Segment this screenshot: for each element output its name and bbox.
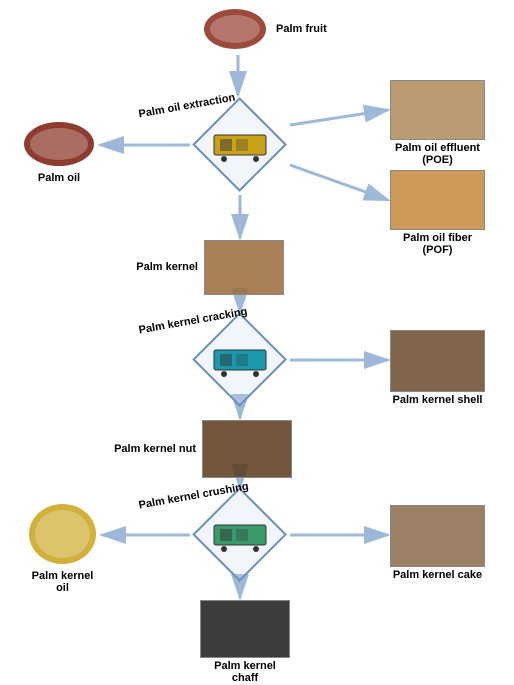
node-label-pk_nut: Palm kernel nut: [110, 443, 196, 455]
node-image-palm_kernel: [204, 240, 284, 295]
node-label-palm_fruit: Palm fruit: [276, 23, 327, 35]
machine-icon-cracking: [212, 342, 268, 378]
node-image-pk_oil: [25, 500, 100, 568]
machine-icon-extraction: [212, 127, 268, 163]
node-label-palm_kernel: Palm kernel: [112, 261, 198, 273]
node-image-palm_oil: [20, 118, 98, 170]
edge-extraction-pof: [290, 165, 388, 200]
node-image-pk_chaff: [200, 600, 290, 658]
node-pof: Palm oil fiber (POF): [390, 170, 485, 256]
node-image-pk_shell: [390, 330, 485, 392]
node-label-pk_oil: Palm kernel oil: [25, 570, 100, 594]
edge-extraction-poe: [290, 110, 388, 125]
node-poe: Palm oil effluent (POE): [390, 80, 485, 166]
node-image-pof: [390, 170, 485, 230]
node-pk_oil: Palm kernel oil: [25, 500, 100, 594]
node-pk_nut: Palm kernel nut: [110, 420, 292, 478]
node-palm_kernel: Palm kernel: [112, 240, 284, 295]
node-label-pof: Palm oil fiber (POF): [390, 232, 485, 256]
node-palm_oil: Palm oil: [20, 118, 98, 184]
node-pk_chaff: Palm kernel chaff: [200, 600, 290, 684]
node-label-palm_oil: Palm oil: [38, 172, 80, 184]
node-image-pk_cake: [390, 505, 485, 567]
node-image-pk_nut: [202, 420, 292, 478]
node-label-pk_shell: Palm kernel shell: [393, 394, 483, 406]
node-pk_shell: Palm kernel shell: [390, 330, 485, 406]
node-image-palm_fruit: [200, 5, 270, 53]
node-palm_fruit: Palm fruit: [200, 5, 327, 53]
node-label-pk_chaff: Palm kernel chaff: [200, 660, 290, 684]
node-image-poe: [390, 80, 485, 140]
machine-icon-crushing: [212, 517, 268, 553]
node-label-pk_cake: Palm kernel cake: [393, 569, 482, 581]
node-label-poe: Palm oil effluent (POE): [390, 142, 485, 166]
node-pk_cake: Palm kernel cake: [390, 505, 485, 581]
